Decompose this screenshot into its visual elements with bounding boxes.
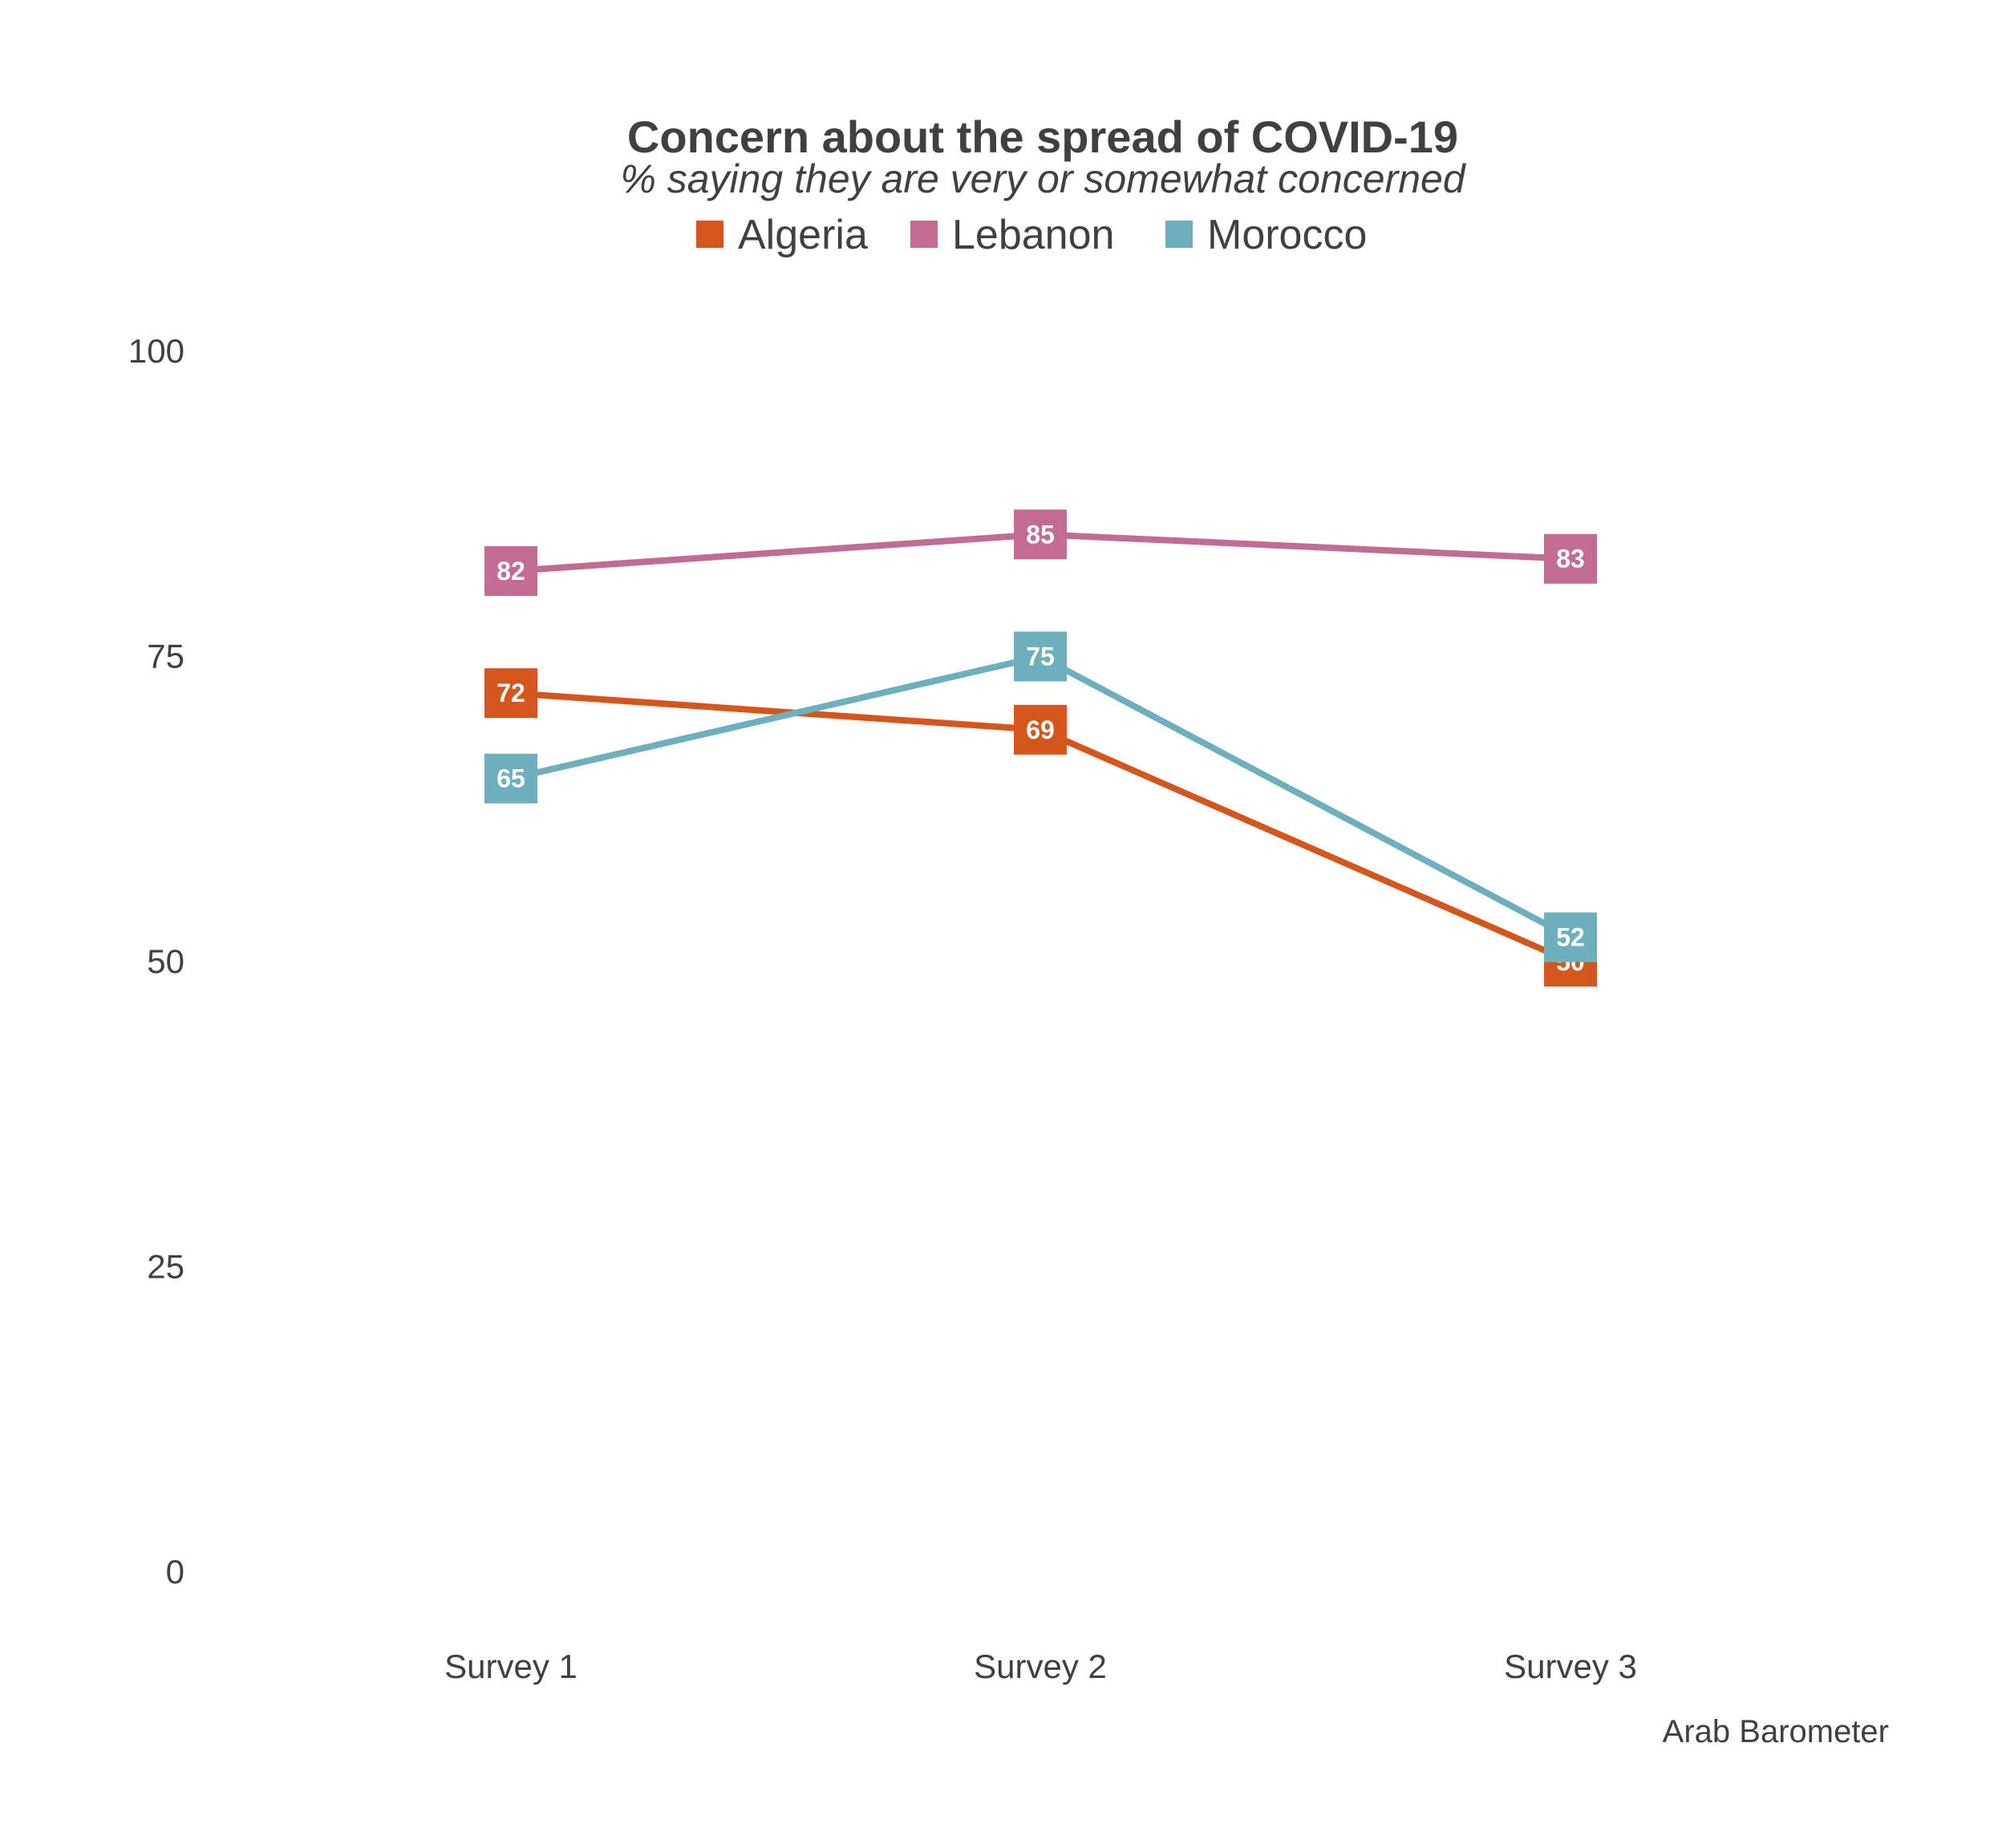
chart-title: Concern about the spread of COVID-19 <box>627 111 1458 162</box>
data-point: 69 <box>1014 704 1067 755</box>
data-point: 75 <box>1014 631 1067 682</box>
chart-caption: Arab Barometer <box>1663 1714 1889 1749</box>
y-tick-label: 75 <box>147 638 184 675</box>
point-value-label: 69 <box>1026 715 1055 744</box>
point-marker <box>1544 533 1597 584</box>
legend-label: Algeria <box>738 212 868 258</box>
x-tick-label: Survey 2 <box>974 1647 1107 1685</box>
y-axis: 0 25 50 75 100 <box>128 332 184 1591</box>
x-axis: Survey 1 Survey 2 Survey 3 <box>444 1647 1637 1685</box>
series-markers: 726950828583657552 <box>484 509 1597 987</box>
legend-swatch <box>1165 221 1193 248</box>
x-tick-label: Survey 1 <box>444 1647 578 1685</box>
data-point: 82 <box>484 545 537 596</box>
point-marker <box>1544 912 1597 962</box>
data-point: 52 <box>1544 912 1597 962</box>
y-tick-label: 0 <box>166 1553 184 1591</box>
data-point: 65 <box>484 753 537 804</box>
point-value-label: 75 <box>1026 642 1055 671</box>
point-marker <box>1014 704 1067 755</box>
point-marker <box>484 545 537 596</box>
point-value-label: 82 <box>496 557 525 586</box>
data-point: 83 <box>1544 533 1597 584</box>
point-marker <box>484 668 537 719</box>
legend-label: Morocco <box>1207 212 1367 258</box>
y-tick-label: 50 <box>147 942 184 980</box>
point-value-label: 83 <box>1556 545 1585 573</box>
point-marker <box>484 753 537 804</box>
legend-swatch <box>910 221 938 248</box>
legend-swatch <box>696 221 723 248</box>
series-layer: 726950828583657552 <box>484 509 1597 987</box>
point-value-label: 52 <box>1556 923 1585 952</box>
point-value-label: 65 <box>496 764 525 793</box>
legend-item: Lebanon <box>910 212 1114 258</box>
x-tick-label: Survey 3 <box>1504 1647 1637 1685</box>
y-tick-label: 100 <box>128 332 184 370</box>
point-value-label: 72 <box>496 679 525 707</box>
point-marker <box>1014 631 1067 682</box>
data-point: 85 <box>1014 509 1067 560</box>
legend-item: Morocco <box>1165 212 1367 258</box>
point-marker <box>1014 509 1067 560</box>
chart-subtitle: % saying they are very or somewhat conce… <box>620 156 1466 201</box>
legend-label: Lebanon <box>952 212 1114 258</box>
point-value-label: 85 <box>1026 520 1055 549</box>
y-tick-label: 25 <box>147 1248 184 1286</box>
legend: Algeria Lebanon Morocco <box>696 212 1367 258</box>
legend-item: Algeria <box>696 212 868 258</box>
data-point: 72 <box>484 668 537 719</box>
